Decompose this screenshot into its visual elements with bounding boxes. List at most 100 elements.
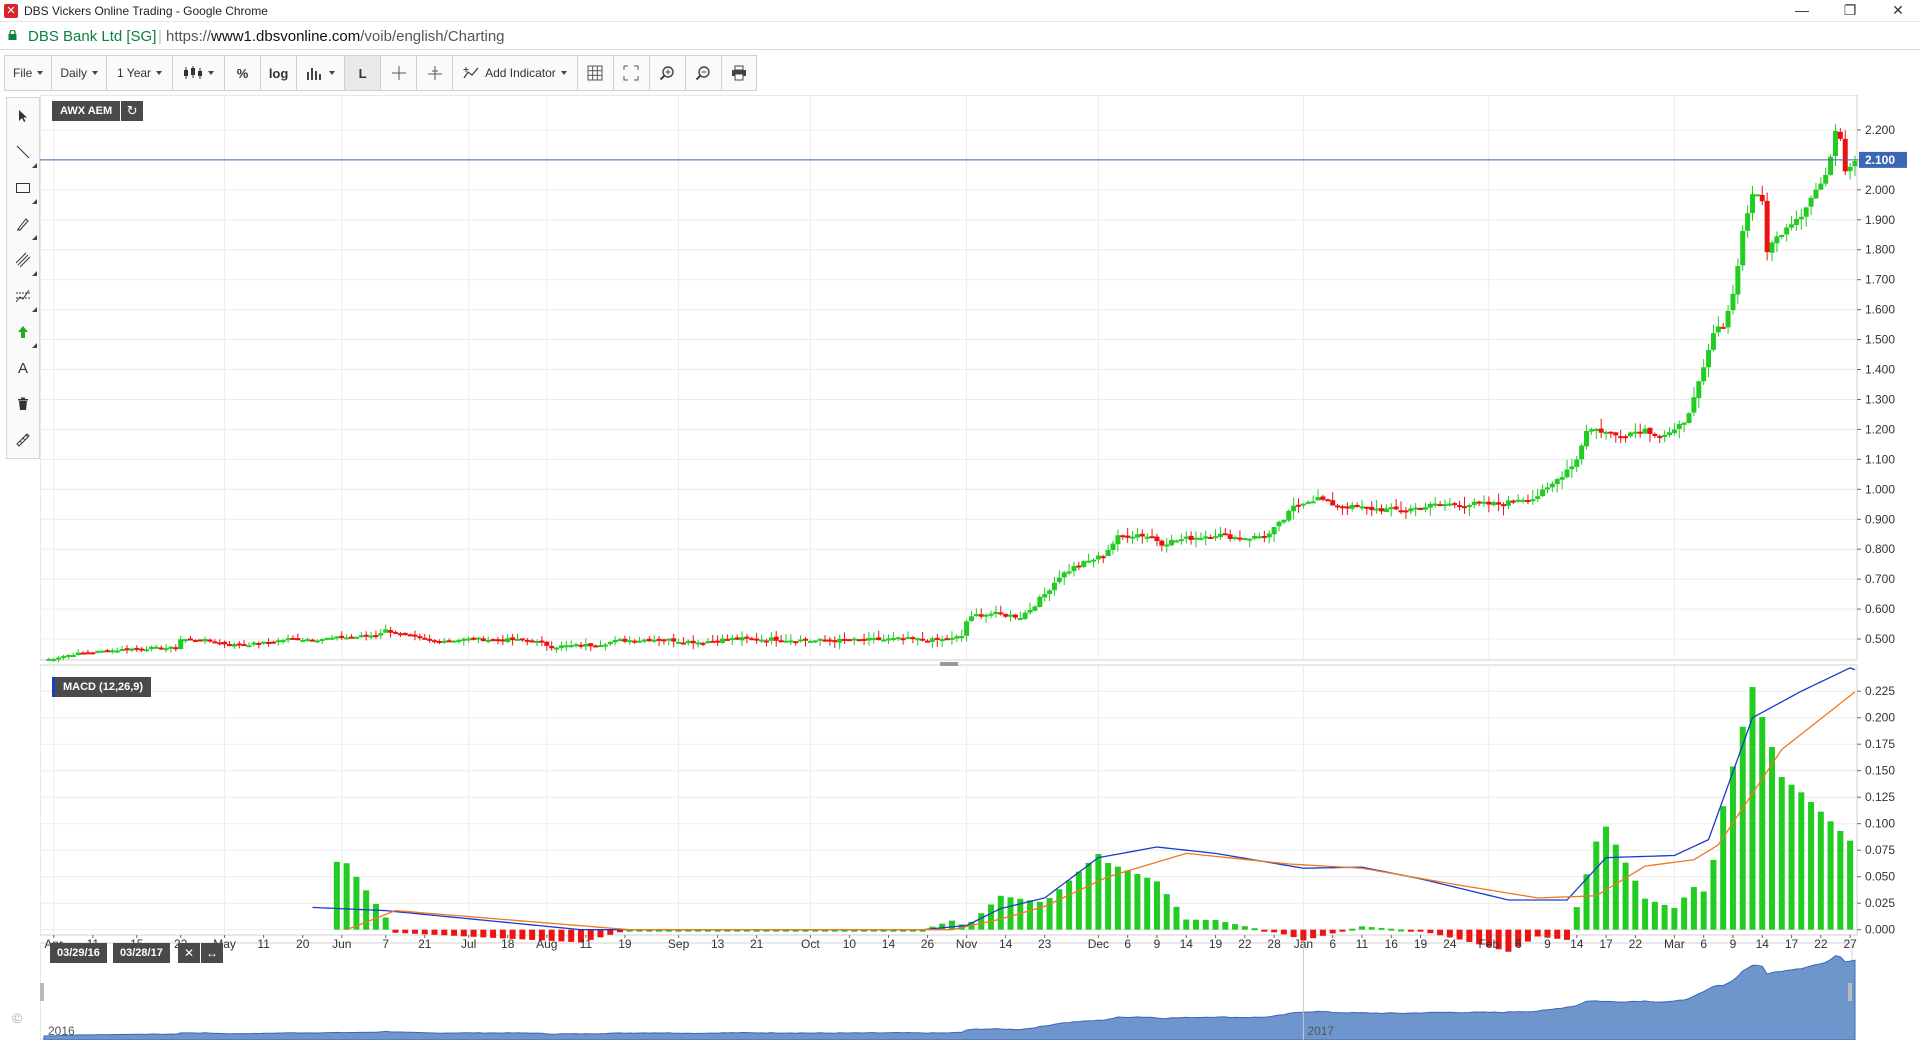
candle-body [1520, 499, 1526, 502]
x-tick-label: 11 [580, 937, 593, 951]
candle-body [583, 643, 589, 647]
price-tick-label: 1.800 [1865, 243, 1895, 257]
volume-dropdown[interactable] [296, 55, 345, 91]
candle-body [739, 637, 745, 641]
candle-body [817, 638, 823, 641]
log-scale-button[interactable]: log [260, 55, 297, 91]
macd-histogram-bar [1212, 920, 1219, 930]
candle-body [441, 640, 447, 643]
macd-histogram-bar [880, 929, 887, 932]
candle-body [1671, 429, 1677, 434]
ruler-tool[interactable] [7, 422, 39, 458]
arrow-tool[interactable] [7, 314, 39, 350]
x-tick-label: Jul [461, 937, 476, 951]
candle-body [104, 650, 110, 653]
candle-body [1696, 381, 1702, 399]
zoom-in-button[interactable] [648, 55, 685, 91]
candle-body [1715, 326, 1721, 333]
macd-histogram-bar [656, 929, 663, 932]
macd-histogram-bar [812, 929, 819, 932]
address-bar[interactable]: DBS Bank Ltd [SG] | https://www1.dbsvonl… [0, 22, 1920, 50]
candle-body [1134, 534, 1140, 538]
add-indicator-button[interactable]: Add Indicator [452, 55, 577, 91]
url-text[interactable]: https://www1.dbsvonline.com/voib/english… [166, 28, 505, 45]
candle-body [1789, 224, 1795, 228]
l-button[interactable]: L [344, 55, 381, 91]
candle-body [998, 612, 1004, 615]
candle-body [344, 637, 350, 640]
zoom-out-button[interactable] [684, 55, 721, 91]
x-tick-label: 9 [1544, 937, 1551, 951]
candle-body [392, 631, 398, 634]
channel-tool[interactable] [7, 242, 39, 278]
macd-histogram-bar [1437, 929, 1444, 936]
navigator-end-date[interactable]: 03/28/17 [113, 943, 170, 963]
price-tick-label: 0.600 [1865, 602, 1895, 616]
price-tick-label: 1.700 [1865, 273, 1895, 287]
candle-body [968, 616, 974, 622]
navigator-expand-icon[interactable]: ↔ [201, 943, 223, 963]
fullscreen-button[interactable] [612, 55, 649, 91]
x-tick-label: Nov [956, 937, 977, 951]
macd-histogram-bar [1476, 929, 1483, 945]
candle-body [173, 647, 179, 650]
macd-histogram-bar [1524, 929, 1531, 942]
candle-body [1198, 537, 1204, 540]
interval-dropdown[interactable]: Daily [51, 55, 107, 91]
crosshair-alt-button[interactable] [416, 55, 453, 91]
candle-body [505, 638, 511, 642]
grid-button[interactable] [576, 55, 613, 91]
candle-body [1691, 397, 1697, 413]
macd-histogram-bar [587, 929, 594, 940]
candle-body [1291, 505, 1297, 512]
close-button[interactable]: ✕ [1892, 2, 1904, 18]
range-dropdown[interactable]: 1 Year [106, 55, 173, 91]
x-tick-label: 9 [1154, 937, 1161, 951]
delete-tool[interactable] [7, 386, 39, 422]
navigator-start-date[interactable]: 03/29/16 [50, 943, 107, 963]
candle-body [783, 640, 789, 643]
x-tick-label: 21 [418, 937, 432, 951]
crosshair-alt-icon [427, 66, 442, 80]
candle-body [197, 639, 203, 642]
candle-body [524, 639, 530, 642]
macd-histogram-bar [1534, 929, 1541, 937]
restore-button[interactable]: ❐ [1843, 2, 1857, 18]
fibonacci-tool[interactable] [7, 278, 39, 314]
pen-tool[interactable] [7, 206, 39, 242]
candle-body [339, 635, 345, 639]
candle-body [1608, 431, 1614, 434]
candle-body [578, 644, 584, 647]
navigator-close-icon[interactable]: ✕ [178, 943, 200, 963]
file-menu[interactable]: File [4, 55, 52, 91]
minimize-button[interactable]: — [1795, 2, 1809, 18]
candle-body [275, 640, 281, 643]
candle-body [500, 639, 506, 642]
candle-body [763, 640, 769, 643]
x-tick-label: Mar [1664, 937, 1685, 951]
refresh-icon[interactable]: ↻ [121, 101, 144, 121]
price-chart[interactable]: 0.500 0.600 0.700 0.800 0.900 1.000 1.100 1.200… [40, 95, 1920, 1040]
line-tool[interactable] [7, 134, 39, 170]
macd-histogram-bar [1232, 924, 1239, 930]
print-button[interactable] [720, 55, 757, 91]
candle-body [158, 647, 164, 650]
rectangle-tool[interactable] [7, 170, 39, 206]
pointer-tool[interactable] [7, 98, 39, 134]
candle-body [226, 644, 232, 647]
text-tool[interactable]: A [7, 350, 39, 386]
macd-histogram-bar [470, 929, 477, 937]
crosshair-button[interactable] [380, 55, 417, 91]
chart-type-dropdown[interactable] [172, 55, 225, 91]
candle-body [368, 635, 374, 638]
candle-body [1706, 349, 1712, 368]
macd-histogram-bar [753, 929, 760, 932]
percent-button[interactable]: % [224, 55, 261, 91]
candle-body [1374, 508, 1380, 511]
macd-histogram-bar [763, 929, 770, 932]
candle-body [295, 638, 301, 641]
macd-histogram-bar [1056, 889, 1063, 930]
candle-body [236, 643, 242, 646]
candle-body [480, 638, 486, 641]
arrow-up-icon [18, 326, 28, 338]
